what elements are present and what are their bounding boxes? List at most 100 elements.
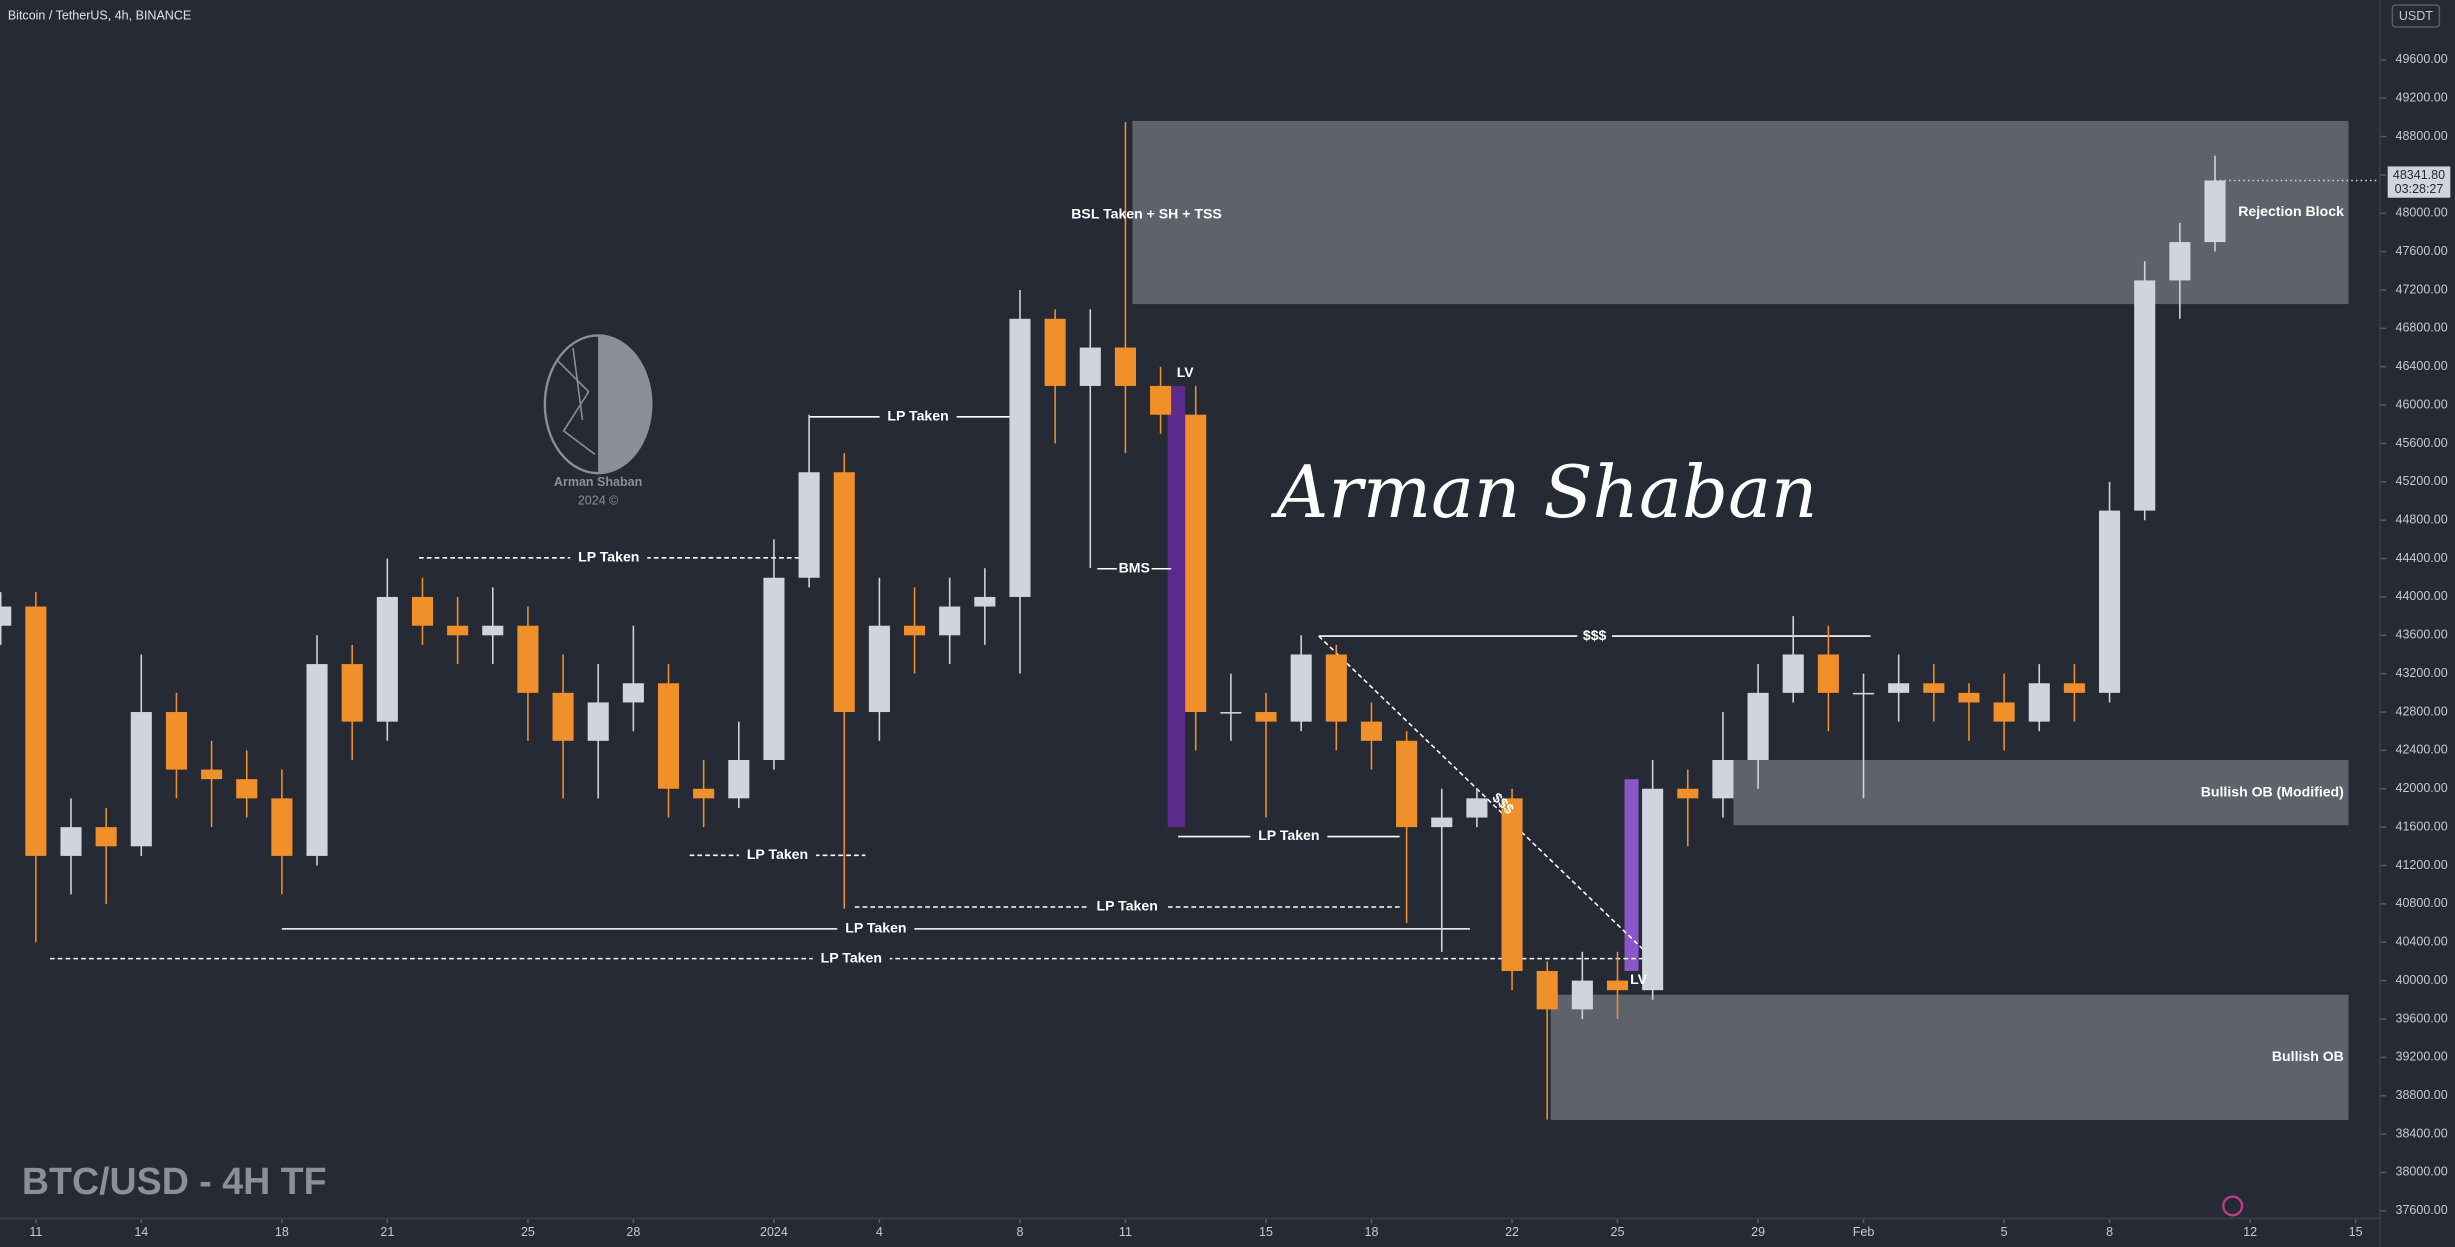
y-tick-label: 44800.00 [2396,513,2448,527]
y-tick-label: 40800.00 [2396,896,2448,910]
candle-body [271,798,293,856]
liquidity-void-label: LV [1630,971,1648,987]
y-tick-label: 38800.00 [2396,1088,2448,1102]
candle-body [939,606,961,636]
candle-body [201,769,223,780]
y-tick-label: 45200.00 [2396,474,2448,488]
level-label: LP Taken [1258,827,1319,843]
order-block-label: Rejection Block [2238,203,2344,219]
candle-body [1747,692,1769,760]
replay-icon[interactable] [2222,1195,2244,1217]
candle-body [1993,702,2015,722]
overlay: Rejection Block Bullish OB (Modified) Bull… [570,179,2380,1064]
x-tick-label: 8 [1017,1225,1024,1239]
y-tick-label: 38000.00 [2396,1165,2448,1179]
level-label: LP Taken [747,846,808,862]
candle-body [1571,980,1593,1010]
level-label-bg [1088,897,1166,917]
candle-body [25,606,47,856]
y-tick-label: 41600.00 [2396,819,2448,833]
x-tick-label: Feb [1853,1225,1875,1239]
candle-body [60,827,82,856]
candle-body [2028,683,2050,722]
candle-body [1150,385,1172,415]
order-block [1550,994,2349,1120]
order-block [1132,120,2349,305]
y-tick-label: 44400.00 [2396,551,2448,565]
candle-body [1712,759,1734,799]
level-label: $$$ [1583,627,1607,643]
y-tick-label: 46000.00 [2396,397,2448,411]
level-label-bg [570,548,648,568]
candle-body [165,712,187,770]
symbol-title: Bitcoin / TetherUS, 4h, BINANCE [8,8,191,22]
level-label: LP Taken [887,408,948,424]
liquidity-void [1624,779,1639,972]
candle-body [1677,788,1699,799]
y-tick-label: 44000.00 [2396,589,2448,603]
y-tick-label: 49200.00 [2396,91,2448,105]
candle-body [833,472,855,713]
y-tick-label: 42800.00 [2396,704,2448,718]
level-label-bg [879,407,957,427]
candle-body [1185,414,1207,713]
logo-year: 2024 © [578,494,619,508]
candle-body [1466,798,1488,818]
candle-body [1852,692,1875,695]
candle-body [1817,654,1839,693]
candle-body [2169,242,2191,281]
y-tick-label: 40000.00 [2396,973,2448,987]
candle-body [2204,180,2226,243]
candle-body [1220,712,1242,714]
candle-body [95,827,117,847]
level-label: BMS [1119,559,1150,575]
level-label: LP Taken [845,920,906,936]
liquidity-void-label: LV [1177,364,1195,380]
x-tick-label: 4 [876,1225,883,1239]
candle-body [622,683,644,703]
candle-body [411,596,434,626]
candle-body [236,779,258,799]
logo-right [598,335,652,474]
candle-body [1536,971,1558,1010]
y-tick-label: 47600.00 [2396,244,2448,258]
candle-body [306,664,328,856]
currency-box [2391,4,2441,28]
x-tick-label: 29 [1751,1225,1765,1239]
x-tick-label: 12 [2243,1225,2257,1239]
candle-body [0,606,12,626]
y-tick-label: 39600.00 [2396,1011,2448,1025]
level-label-bg [837,919,915,939]
last-price-box [2387,166,2451,198]
y-tick-label: 38400.00 [2396,1126,2448,1140]
level-label-bg [1577,626,1613,646]
order-block [1733,759,2349,826]
y-tick-label: 43200.00 [2396,666,2448,680]
note: BSL Taken + SH + TSS [1071,206,1221,222]
y-tick-label: 40400.00 [2396,935,2448,949]
candle-body [693,788,715,799]
candle-body [2099,510,2121,693]
liquidity-void [1167,385,1186,828]
candle-body [1958,692,1980,703]
signature: Arman Shaban [1270,450,1817,534]
x-tick-label: 18 [275,1225,289,1239]
candle-body [1396,740,1418,828]
candles [0,122,2226,1120]
candle-body [1782,654,1804,693]
candle-body [1009,318,1031,597]
y-tick-label: 37600.00 [2396,1203,2448,1217]
countdown: 03:28:27 [2395,182,2444,196]
x-tick-label: 14 [134,1225,148,1239]
y-tick-label: 39200.00 [2396,1050,2448,1064]
candle-body [1606,980,1629,991]
order-block-label: Bullish OB (Modified) [2201,783,2344,799]
x-tick-label: 21 [380,1225,394,1239]
level-label-bg [812,949,890,969]
order-block-label: Bullish OB [2272,1048,2344,1064]
currency: USDT [2399,9,2433,23]
candle-body [130,712,152,847]
candle-body [1325,654,1347,722]
x-tick-label: 15 [2349,1225,2363,1239]
